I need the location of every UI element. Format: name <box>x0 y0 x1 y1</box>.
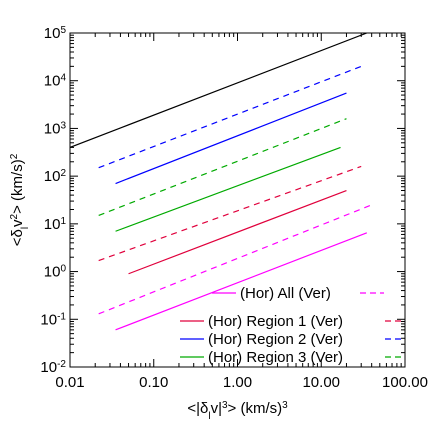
series-line-5 <box>115 146 341 232</box>
x-tick-label: 10.00 <box>302 374 340 391</box>
x-tick-label: 0.10 <box>139 374 168 391</box>
y-tick-label: 102 <box>44 168 67 186</box>
legend-entry-label: (Hor) Region 1 (Ver) <box>208 313 343 330</box>
series-line-2 <box>98 65 362 169</box>
series-line-9 <box>115 232 368 331</box>
axis-layer: 0.01 0.10 1.00 10.00 100.00 10-2 10-1 100 101 102… <box>40 25 428 392</box>
series-line-1 <box>70 33 368 148</box>
series-line-8 <box>98 204 372 315</box>
y-tick-label: 103 <box>44 120 67 138</box>
legend-entry-label: (Hor) Region 3 (Ver) <box>208 349 343 366</box>
y-tick-label: 105 <box>44 25 67 43</box>
legend-entry-label: (Hor) Region 2 (Ver) <box>208 331 343 348</box>
series-line-7 <box>128 189 347 275</box>
x-tick-label: 100.00 <box>382 374 428 391</box>
legend-entry-label: (Hor) All (Ver) <box>240 285 331 302</box>
series-layer <box>70 33 372 331</box>
y-tick-label: 104 <box>44 72 67 90</box>
x-axis-label: <|δlv|3> (km/s)3 <box>187 400 288 422</box>
x-tick-label: 0.01 <box>55 374 84 391</box>
series-line-4 <box>98 118 347 217</box>
y-axis-label: <δlv2> (km/s)2 <box>9 153 31 246</box>
x-tick-label: 1.00 <box>223 374 252 391</box>
legend: (Hor) All (Ver)(Hor) Region 1 (Ver)(Hor)… <box>180 285 405 366</box>
y-tick-label: 10-2 <box>40 359 66 377</box>
y-tick-label: 10-1 <box>40 311 66 329</box>
series-line-3 <box>115 92 347 185</box>
y-tick-label: 100 <box>44 263 67 281</box>
series-line-6 <box>98 165 362 262</box>
axis-labels: <|δlv|3> (km/s)3 <δlv2> (km/s)2 <box>9 153 289 421</box>
y-tick-label: 101 <box>44 215 67 233</box>
